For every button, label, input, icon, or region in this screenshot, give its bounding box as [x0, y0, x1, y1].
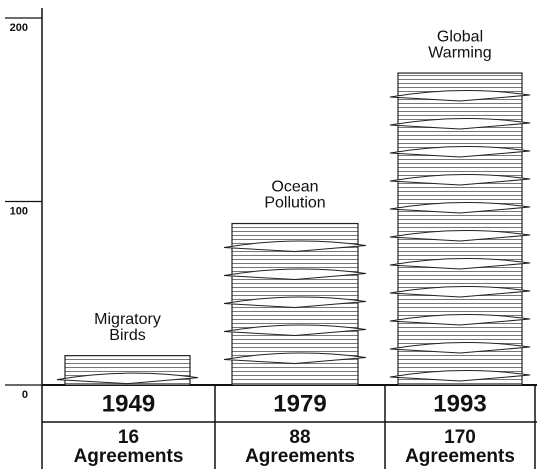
bar-label: Birds	[109, 327, 145, 344]
page: 0100200MigratoryBirds194916AgreementsOce…	[0, 0, 537, 469]
y-tick-label: 100	[10, 205, 28, 217]
bar-label: Global	[437, 28, 483, 45]
bar-label: Ocean	[271, 179, 318, 196]
chart: 0100200MigratoryBirds194916AgreementsOce…	[0, 0, 537, 469]
bar-label: Warming	[428, 44, 491, 61]
y-tick-label: 0	[22, 389, 28, 401]
unit-label: Agreements	[74, 446, 184, 467]
value-label: 88	[289, 427, 310, 448]
bar-label: Migratory	[94, 311, 161, 328]
unit-label: Agreements	[245, 446, 355, 467]
value-label: 16	[118, 427, 139, 448]
value-label: 170	[444, 427, 476, 448]
x-tick-label: 1979	[273, 390, 326, 417]
bar-label: Pollution	[264, 195, 325, 212]
y-tick-label: 200	[10, 22, 28, 34]
unit-label: Agreements	[405, 446, 515, 467]
x-tick-label: 1949	[102, 390, 155, 417]
x-tick-label: 1993	[433, 390, 486, 417]
